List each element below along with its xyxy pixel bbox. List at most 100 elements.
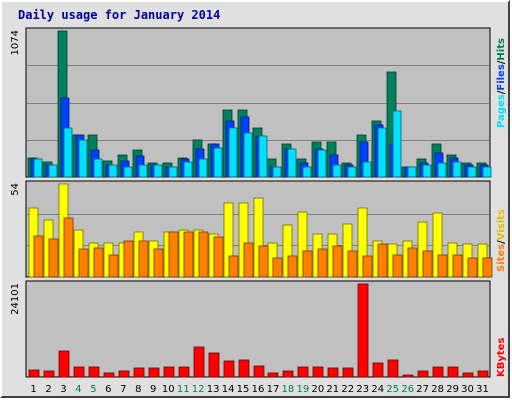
bar-sites-day-4 <box>78 248 89 278</box>
bar-sites-day-1 <box>33 235 44 278</box>
bar-visits-day-16 <box>253 197 264 278</box>
legend-hits-files-pages: Pages/Files/Hits <box>496 38 507 128</box>
x-tick-label-day-19: 19 <box>297 384 310 395</box>
bar-kbytes-day-11 <box>178 366 190 378</box>
bar-sites-day-17 <box>272 257 283 278</box>
bar-sites-day-8 <box>138 240 149 278</box>
x-tick-label-day-7: 7 <box>120 384 126 395</box>
bar-pages-day-3 <box>63 127 73 178</box>
bar-sites-day-9 <box>153 248 164 278</box>
x-tick-label-day-20: 20 <box>312 384 325 395</box>
bar-pages-day-4 <box>78 139 88 178</box>
bar-visits-day-18 <box>282 224 293 278</box>
bar-sites-day-31 <box>482 257 493 278</box>
chart-title: Daily usage for January 2014 <box>18 8 221 22</box>
bar-kbytes-day-1 <box>28 369 40 378</box>
bar-sites-day-14 <box>228 255 239 278</box>
bar-pages-day-2 <box>48 164 58 178</box>
bar-kbytes-day-18 <box>282 370 294 378</box>
bar-pages-day-16 <box>258 135 268 178</box>
bar-pages-day-6 <box>108 164 118 178</box>
bar-pages-day-11 <box>183 161 193 178</box>
bar-visits-day-15 <box>238 202 249 278</box>
x-tick-label-day-15: 15 <box>237 384 250 395</box>
bar-visits-day-27 <box>417 221 428 278</box>
y-max-label-visits-sites: 54 <box>10 183 21 196</box>
legend-visits-sites: Sites/Visits <box>496 209 507 272</box>
bar-sites-day-19 <box>302 250 313 278</box>
bar-visits-day-22 <box>342 223 353 278</box>
bar-sites-day-11 <box>183 231 194 278</box>
x-tick-label-day-13: 13 <box>207 384 220 395</box>
bar-kbytes-day-27 <box>417 370 429 378</box>
bar-pages-day-19 <box>302 166 312 178</box>
legend-separator: / <box>496 60 507 64</box>
bar-kbytes-day-25 <box>387 359 399 378</box>
bar-pages-day-27 <box>422 164 432 178</box>
legend-kbytes: KBytes <box>496 338 507 377</box>
bar-sites-day-6 <box>108 254 119 278</box>
bar-kbytes-day-31 <box>477 370 489 378</box>
x-tick-label-day-21: 21 <box>326 384 339 395</box>
bar-kbytes-day-30 <box>462 372 474 378</box>
bar-sites-day-23 <box>362 255 373 278</box>
bar-sites-day-2 <box>48 238 59 278</box>
x-tick-label-day-23: 23 <box>356 384 369 395</box>
x-tick-label-day-22: 22 <box>341 384 354 395</box>
bar-kbytes-day-23 <box>357 283 369 378</box>
bar-pages-day-29 <box>452 161 462 178</box>
legend-kbytes: KBytes <box>496 338 507 377</box>
x-tick-label-day-12: 12 <box>192 384 205 395</box>
bar-kbytes-day-8 <box>133 367 145 378</box>
x-tick-label-day-31: 31 <box>476 384 489 395</box>
bar-pages-day-10 <box>168 166 178 178</box>
bar-pages-day-22 <box>347 166 357 178</box>
x-tick-label-day-17: 17 <box>267 384 280 395</box>
bar-sites-day-12 <box>198 231 209 278</box>
bar-sites-day-22 <box>347 250 358 278</box>
bar-kbytes-day-13 <box>208 352 220 378</box>
bar-pages-day-5 <box>93 158 103 178</box>
bar-sites-day-5 <box>93 247 104 278</box>
x-tick-label-day-14: 14 <box>222 384 235 395</box>
bar-kbytes-day-16 <box>253 365 265 378</box>
bar-sites-day-28 <box>437 254 448 278</box>
bar-pages-day-9 <box>153 164 163 178</box>
bar-kbytes-day-4 <box>73 366 85 378</box>
legend-pages: Pages <box>496 94 507 128</box>
x-tick-label-day-1: 1 <box>30 384 36 395</box>
bar-kbytes-day-17 <box>267 372 279 378</box>
bar-visits-day-28 <box>432 212 443 278</box>
bar-kbytes-day-7 <box>118 370 130 378</box>
bar-pages-day-31 <box>482 166 492 178</box>
bar-pages-day-7 <box>123 166 133 178</box>
bar-sites-day-7 <box>123 240 134 278</box>
x-tick-label-day-6: 6 <box>105 384 111 395</box>
x-tick-label-day-11: 11 <box>177 384 190 395</box>
bar-pages-day-24 <box>377 127 387 178</box>
bar-sites-day-25 <box>392 254 403 278</box>
bar-sites-day-29 <box>452 254 463 278</box>
bar-sites-day-16 <box>258 245 269 278</box>
x-tick-label-day-24: 24 <box>371 384 384 395</box>
x-tick-label-day-28: 28 <box>431 384 444 395</box>
plot-area-kbytes <box>25 280 491 378</box>
bar-pages-day-23 <box>362 161 372 178</box>
bar-visits-day-19 <box>297 211 308 278</box>
bar-pages-day-21 <box>332 164 342 178</box>
y-max-label-hits-files-pages: 1074 <box>10 30 21 55</box>
x-tick-label-day-29: 29 <box>446 384 459 395</box>
legend-sites: Sites <box>496 244 507 272</box>
bar-kbytes-day-20 <box>312 366 324 378</box>
x-tick-label-day-5: 5 <box>90 384 96 395</box>
bar-sites-day-10 <box>168 231 179 278</box>
bar-visits-day-23 <box>357 207 368 278</box>
bar-kbytes-day-3 <box>58 350 70 378</box>
x-tick-label-day-16: 16 <box>252 384 265 395</box>
legend-files: Files <box>496 64 507 90</box>
bar-pages-day-12 <box>198 158 208 178</box>
bar-kbytes-day-9 <box>148 367 160 378</box>
bar-sites-day-24 <box>377 243 388 278</box>
bar-sites-day-15 <box>243 242 254 278</box>
bar-sites-day-21 <box>332 245 343 278</box>
